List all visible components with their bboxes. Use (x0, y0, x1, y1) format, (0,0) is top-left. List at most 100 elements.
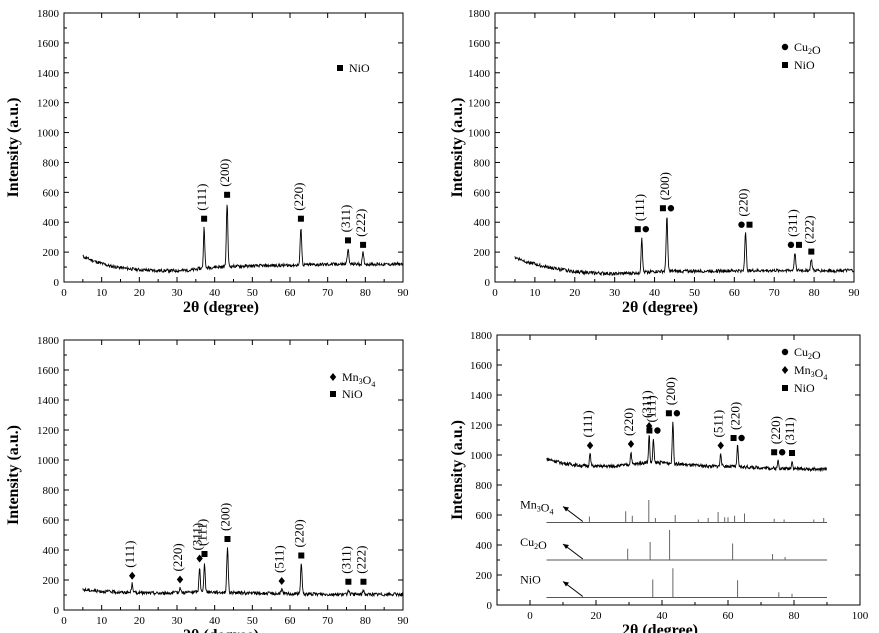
y-tick-label: 1200 (470, 420, 493, 432)
y-tick-label: 1800 (37, 335, 60, 347)
x-tick-label: 60 (723, 610, 735, 622)
y-tick-label: 1800 (37, 8, 60, 20)
peak-label: (200) (657, 172, 672, 200)
y-axis-title: Intensity (a.u.) (5, 425, 22, 525)
peak-label: (111) (122, 541, 137, 568)
x-tick-label: 0 (492, 287, 498, 299)
peak-label: (222) (353, 209, 368, 237)
x-tick-label: 80 (809, 287, 821, 299)
peak-marker-square (345, 579, 351, 585)
peak-label: (111) (194, 519, 209, 546)
x-tick-label: 60 (285, 615, 297, 627)
x-tick-label: 10 (529, 287, 541, 299)
peak-label: (200) (217, 503, 232, 531)
peak-marker-circle (738, 221, 744, 227)
peak-marker-circle (643, 226, 649, 232)
peak-marker-diamond (129, 572, 135, 580)
y-tick-label: 1200 (468, 98, 491, 110)
peak-label: (111) (580, 410, 595, 437)
peak-label: (511) (272, 545, 287, 573)
peak-label: (200) (217, 159, 232, 187)
x-tick-label: 80 (360, 615, 372, 627)
x-tick-label: 80 (360, 287, 372, 299)
y-tick-label: 1600 (468, 38, 491, 50)
peak-marker-diamond (718, 442, 724, 450)
legend-label: NiO (342, 387, 363, 401)
legend-marker-diamond (782, 366, 788, 374)
x-tick-label: 70 (322, 287, 334, 299)
legend-marker-diamond (330, 373, 336, 381)
legend-label: NiO (794, 58, 815, 72)
peak-label: (220) (735, 189, 750, 217)
x-tick-label: 90 (398, 287, 410, 299)
peak-marker-diamond (587, 442, 593, 450)
y-tick-label: 400 (43, 217, 60, 229)
y-tick-label: 600 (476, 510, 493, 522)
peak-marker-diamond (177, 576, 183, 584)
y-tick-label: 1200 (37, 425, 60, 437)
peak-marker-circle (668, 205, 674, 211)
x-tick-label: 50 (689, 287, 701, 299)
peak-marker-square (646, 428, 652, 434)
peak-marker-circle (654, 427, 660, 433)
peak-marker-diamond (279, 577, 285, 585)
y-tick-label: 800 (43, 157, 60, 169)
x-tick-label: 20 (591, 610, 603, 622)
y-tick-label: 1400 (470, 390, 493, 402)
y-tick-label: 600 (43, 515, 60, 527)
y-tick-label: 800 (476, 480, 493, 492)
peak-marker-circle (674, 410, 680, 416)
x-tick-label: 70 (322, 615, 334, 627)
y-axis-title: Intensity (a.u.) (5, 97, 22, 197)
y-tick-label: 200 (43, 575, 60, 587)
peak-marker-circle (779, 449, 785, 455)
y-tick-label: 200 (474, 247, 491, 259)
x-axis-title: 2θ (degree) (622, 622, 698, 633)
peak-marker-square (771, 449, 777, 455)
peak-marker-circle (788, 242, 794, 248)
peak-marker-square (660, 205, 666, 211)
legend-label: NiO (349, 61, 370, 75)
y-tick-label: 0 (487, 600, 493, 612)
peak-marker-square (731, 435, 737, 441)
y-tick-label: 600 (474, 187, 491, 199)
panel-b: 0102030405060708090020040060080010001200… (449, 8, 860, 316)
y-tick-label: 200 (476, 570, 493, 582)
y-tick-label: 1000 (468, 128, 491, 140)
peak-label: (311) (338, 546, 353, 574)
x-tick-label: 50 (247, 615, 259, 627)
peak-marker-circle (738, 435, 744, 441)
panel-c: 0102030405060708090020040060080010001200… (5, 335, 409, 633)
x-tick-label: 100 (852, 610, 869, 622)
legend-marker-square (337, 65, 343, 71)
x-tick-label: 0 (527, 610, 533, 622)
x-tick-label: 20 (134, 615, 146, 627)
peak-label: (220) (291, 519, 306, 547)
y-tick-label: 400 (43, 545, 60, 557)
peak-label: (220) (291, 183, 306, 211)
y-tick-label: 0 (54, 277, 60, 289)
legend-marker-square (782, 62, 788, 68)
legend-marker-circle (782, 44, 788, 50)
peak-marker-diamond (628, 440, 634, 448)
reference-label: NiO (520, 573, 541, 587)
legend-label: Cu2O (794, 40, 821, 57)
peak-label: (111) (194, 184, 209, 211)
legend-marker-square (782, 385, 788, 391)
peak-label: (511) (711, 410, 726, 438)
peak-label: (311) (338, 205, 353, 233)
x-tick-label: 0 (61, 615, 67, 627)
legend-marker-square (330, 391, 336, 397)
x-tick-label: 10 (96, 615, 108, 627)
y-tick-label: 1600 (470, 360, 493, 372)
reference-label: Mn3O4 (520, 498, 553, 517)
peak-marker-square (808, 249, 814, 255)
y-tick-label: 600 (43, 187, 60, 199)
peak-marker-square (666, 410, 672, 416)
peak-label: (220) (728, 402, 743, 430)
x-axis-title: 2θ (degree) (183, 627, 259, 633)
y-tick-label: 1000 (37, 128, 60, 140)
reference-label: Cu2O (520, 535, 547, 552)
x-tick-label: 0 (61, 287, 67, 299)
x-tick-label: 30 (172, 615, 184, 627)
